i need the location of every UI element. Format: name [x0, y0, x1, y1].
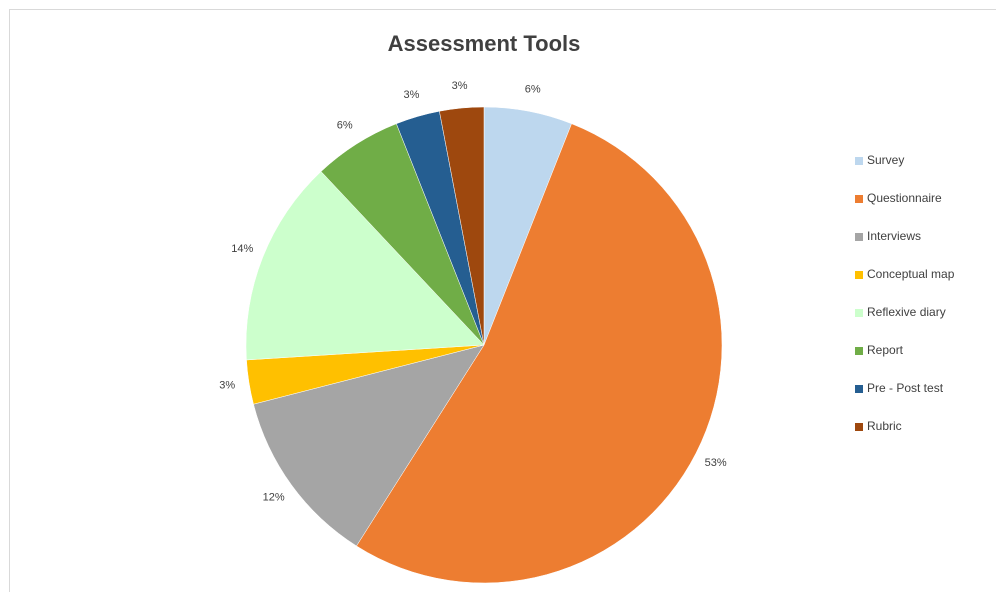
legend-swatch	[855, 347, 863, 355]
legend-swatch	[855, 385, 863, 393]
pie-slice	[356, 123, 723, 584]
legend-label: Report	[867, 343, 904, 357]
data-label: 3%	[219, 380, 235, 392]
data-label: 12%	[263, 492, 285, 504]
legend-label: Survey	[867, 153, 904, 167]
legend-swatch	[855, 309, 863, 317]
legend-label: Interviews	[867, 229, 921, 243]
chart-title: Assessment Tools	[388, 31, 581, 56]
legend-swatch	[855, 233, 863, 241]
pie-slice	[253, 344, 485, 547]
legend-swatch	[855, 271, 863, 279]
legend-label: Conceptual map	[867, 267, 955, 281]
pie-slice	[245, 171, 485, 361]
legend-label: Rubric	[867, 419, 902, 433]
legend-swatch	[855, 195, 863, 203]
legend-swatch	[855, 423, 863, 431]
data-label: 3%	[404, 89, 420, 101]
data-label: 6%	[525, 84, 541, 96]
data-label: 14%	[231, 243, 253, 255]
data-label: 3%	[452, 80, 468, 92]
pie-slice	[439, 106, 485, 346]
legend-label: Reflexive diary	[867, 305, 946, 319]
legend-label: Pre - Post test	[867, 381, 944, 395]
legend-swatch	[855, 157, 863, 165]
data-label: 53%	[705, 457, 727, 469]
legend-label: Questionnaire	[867, 191, 942, 205]
data-label: 6%	[337, 119, 353, 131]
